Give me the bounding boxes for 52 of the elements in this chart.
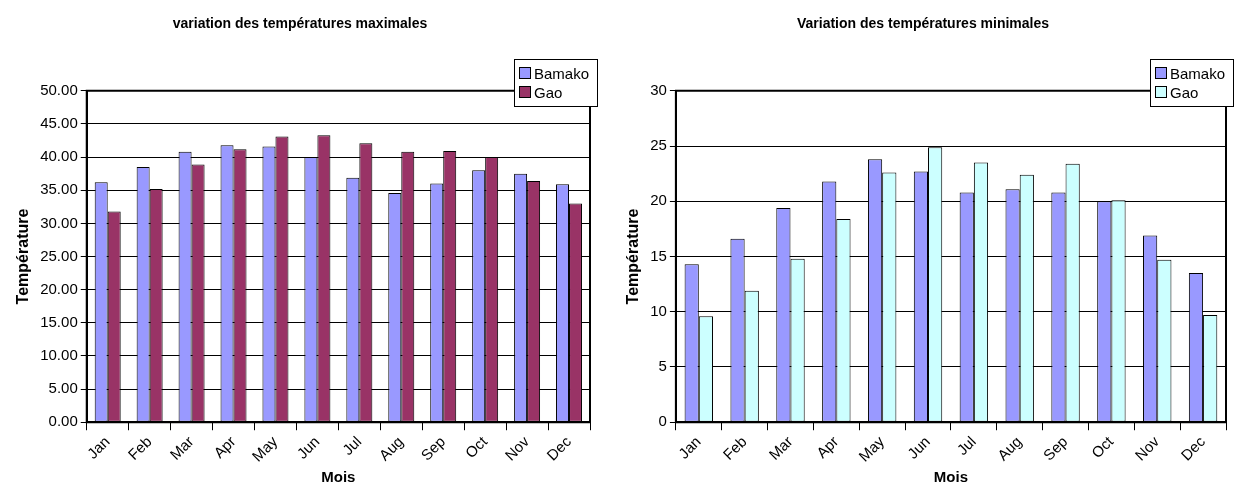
x-tick-label: Dec bbox=[1177, 432, 1209, 464]
legend-label: Gao bbox=[1169, 83, 1199, 101]
x-tick-label: Jul bbox=[338, 432, 365, 459]
y-tick-label: 45.00 bbox=[40, 114, 78, 132]
x-tick-label: Feb bbox=[124, 432, 155, 463]
x-tick-label: Jan bbox=[674, 432, 704, 462]
y-tick-label: 5.00 bbox=[48, 379, 78, 397]
y-tick-label: 5 bbox=[658, 357, 667, 375]
y-axis-title: Température bbox=[14, 208, 32, 305]
x-tick-label: Oct bbox=[461, 432, 491, 462]
x-tick-label: Jan bbox=[83, 432, 113, 462]
x-tick-label: Apr bbox=[210, 432, 239, 462]
y-tick-label: 10.00 bbox=[40, 346, 78, 364]
y-tick-label: 20 bbox=[650, 191, 667, 209]
x-tick-label: Aug bbox=[993, 432, 1025, 464]
x-tick-label: May bbox=[855, 432, 888, 465]
x-tick-label: Sep bbox=[1039, 432, 1071, 464]
legend-label: Bamako bbox=[533, 64, 589, 82]
x-tick-label: Dec bbox=[543, 432, 575, 464]
x-tick-label: Jun bbox=[293, 432, 323, 462]
legend-label: Bamako bbox=[1169, 64, 1225, 82]
x-tick-label: Oct bbox=[1087, 432, 1118, 462]
legend-label: Gao bbox=[533, 83, 563, 101]
y-tick-label: 0 bbox=[658, 412, 667, 430]
x-axis-title: Mois bbox=[321, 468, 356, 486]
y-tick-label: 35.00 bbox=[40, 180, 78, 198]
y-tick-label: 30.00 bbox=[40, 213, 78, 231]
y-tick-label: 15.00 bbox=[40, 312, 78, 330]
y-tick-label: 10 bbox=[650, 301, 667, 319]
chart-title: variation des températures maximales bbox=[172, 15, 428, 32]
x-tick-label: Feb bbox=[719, 432, 750, 463]
x-tick-label: Jul bbox=[953, 432, 979, 459]
y-tick-label: 20.00 bbox=[40, 279, 78, 297]
x-tick-label: Apr bbox=[812, 432, 842, 462]
y-tick-label: 25 bbox=[650, 136, 667, 154]
chart-title: Variation des températures minimales bbox=[796, 15, 1050, 32]
x-tick-label: May bbox=[248, 432, 281, 465]
y-tick-label: 50.00 bbox=[40, 80, 78, 98]
x-tick-label: Nov bbox=[501, 432, 533, 464]
x-tick-label: Mar bbox=[166, 432, 197, 463]
y-tick-label: 40.00 bbox=[40, 147, 78, 165]
x-tick-label: Aug bbox=[375, 432, 407, 464]
y-tick-label: 15 bbox=[650, 246, 667, 264]
x-tick-label: Jun bbox=[903, 432, 934, 462]
y-axis-title: Température bbox=[624, 208, 642, 305]
x-tick-label: Nov bbox=[1131, 432, 1163, 464]
y-tick-label: 0.00 bbox=[48, 412, 78, 430]
x-tick-label: Sep bbox=[417, 432, 449, 464]
x-tick-label: Mar bbox=[765, 432, 796, 463]
y-tick-label: 25.00 bbox=[40, 246, 78, 264]
x-axis-title: Mois bbox=[933, 468, 969, 486]
y-tick-label: 30 bbox=[650, 80, 667, 98]
